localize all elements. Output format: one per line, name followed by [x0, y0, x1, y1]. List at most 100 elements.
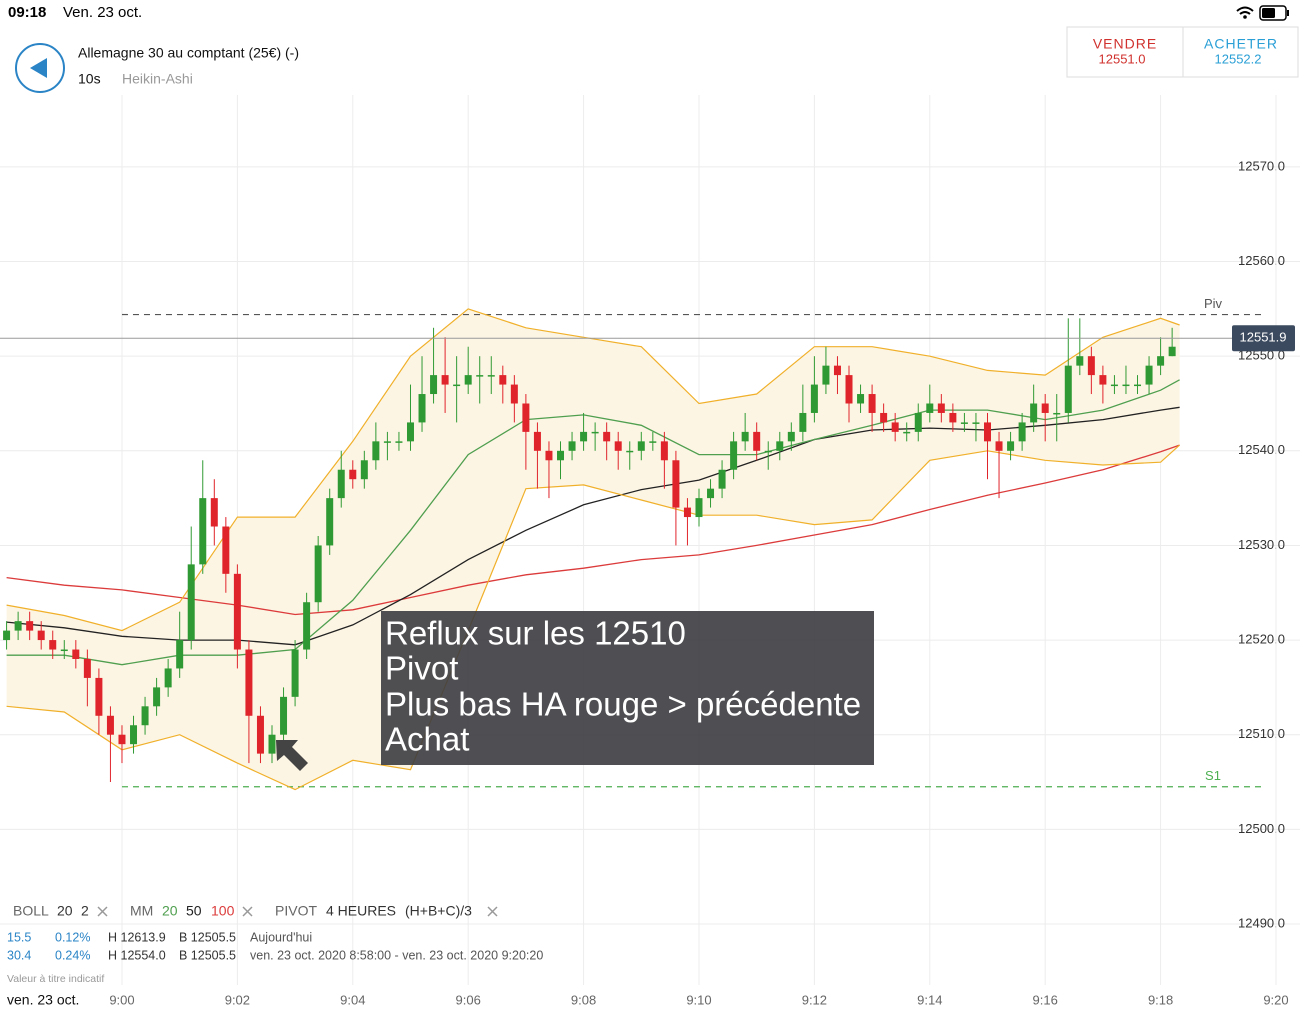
- candle-body: [222, 526, 230, 574]
- indicator-param: 50: [186, 903, 202, 919]
- x-tick-label: 9:10: [686, 992, 711, 1007]
- annotation-line: Achat: [385, 721, 469, 758]
- candle-body: [718, 469, 726, 489]
- indicator-name[interactable]: BOLL: [13, 903, 49, 919]
- candle-body: [591, 431, 599, 434]
- indicator-param: 2: [81, 903, 89, 919]
- candle-body: [1018, 422, 1026, 442]
- candle-body: [960, 422, 968, 424]
- candle-body: [499, 375, 507, 385]
- indicator-name[interactable]: MM: [130, 903, 153, 919]
- candle-body: [1030, 403, 1038, 423]
- remove-icon[interactable]: [242, 906, 253, 917]
- candle-body: [14, 621, 22, 631]
- candle-body: [1122, 384, 1130, 387]
- candle-body: [695, 498, 703, 518]
- candle-body: [245, 649, 253, 716]
- candle-body: [1110, 384, 1118, 387]
- candle-body: [430, 375, 438, 395]
- candle-body: [672, 460, 680, 508]
- candle-body: [522, 403, 530, 432]
- candle-body: [268, 734, 276, 754]
- candle-body: [176, 640, 184, 669]
- candle-body: [37, 630, 45, 641]
- candle-body: [787, 431, 795, 442]
- stat-period: Aujourd'hui: [250, 930, 312, 944]
- candle-body: [406, 422, 414, 442]
- stat-value: 30.4: [7, 948, 31, 962]
- candle-body: [60, 649, 68, 652]
- status-icons: [1236, 5, 1289, 21]
- remove-icon[interactable]: [97, 906, 108, 917]
- candle-body: [603, 431, 611, 442]
- y-tick-label: 12490.0: [1238, 915, 1285, 930]
- back-button[interactable]: [15, 43, 65, 93]
- candle-body: [26, 621, 34, 631]
- level-label: Piv: [1204, 296, 1223, 311]
- candle-body: [972, 422, 980, 424]
- moving-average: [6, 444, 1180, 616]
- x-tick-label: 9:08: [571, 992, 596, 1007]
- candle-body: [233, 573, 241, 650]
- annotation-line: Reflux sur les 12510: [385, 615, 686, 652]
- x-tick-label: 9:14: [917, 992, 942, 1007]
- candle-body: [49, 640, 57, 650]
- interval[interactable]: 10s: [78, 71, 101, 87]
- candle-body: [983, 422, 991, 442]
- candle-body: [395, 441, 403, 443]
- indicator-param: 4 HEURES: [326, 903, 396, 919]
- y-tick-label: 12550.0: [1238, 348, 1285, 363]
- x-tick-label: 9:00: [109, 992, 134, 1007]
- candle-body: [476, 375, 484, 377]
- annotation: Reflux sur les 12510 Pivot Plus bas HA r…: [381, 611, 874, 765]
- instrument-name: Allemagne 30 au comptant (25€) (-): [78, 45, 299, 61]
- stat-period: ven. 23 oct. 2020 8:58:00 - ven. 23 oct.…: [250, 948, 543, 962]
- indicator-name[interactable]: PIVOT: [275, 903, 317, 919]
- candle-body: [314, 545, 322, 603]
- candle-body: [360, 460, 368, 480]
- candle-body: [845, 375, 853, 404]
- candle-body: [799, 412, 807, 432]
- sell-label: VENDRE: [1093, 36, 1157, 52]
- candle-body: [626, 450, 634, 453]
- candle-body: [510, 384, 518, 404]
- candle-body: [1041, 403, 1049, 413]
- bollinger-band: [6, 308, 1180, 632]
- candle-body: [637, 441, 645, 451]
- stat-value: H 12613.9: [108, 930, 166, 944]
- chart-style[interactable]: Heikin-Ashi: [122, 71, 193, 87]
- sell-button[interactable]: VENDRE 12551.0: [1066, 26, 1184, 78]
- x-tick-label: 9:20: [1263, 992, 1288, 1007]
- candle-body: [868, 394, 876, 413]
- remove-icon[interactable]: [487, 906, 498, 917]
- candle-body: [210, 498, 218, 527]
- x-tick-label: 9:04: [340, 992, 365, 1007]
- candle-body: [926, 403, 934, 413]
- candle-body: [487, 375, 495, 377]
- candle-body: [995, 441, 1003, 451]
- buy-button[interactable]: ACHETER 12552.2: [1182, 26, 1299, 78]
- candle-body: [614, 441, 622, 451]
- candle-body: [1145, 365, 1153, 385]
- footer-date: ven. 23 oct.: [7, 992, 79, 1008]
- candle-body: [776, 441, 784, 451]
- y-tick-label: 12560.0: [1238, 253, 1285, 268]
- bollinger-middle: [6, 379, 1180, 666]
- y-tick-label: 12530.0: [1238, 537, 1285, 552]
- moving-average: [6, 406, 1180, 646]
- candle-body: [106, 715, 114, 735]
- candle-body: [3, 630, 11, 641]
- buy-label: ACHETER: [1204, 36, 1278, 52]
- candle-body: [1087, 356, 1095, 376]
- candle-body: [130, 725, 138, 745]
- indicator-param: (H+B+C)/3: [405, 903, 472, 919]
- candle-body: [141, 706, 149, 726]
- candle-body: [857, 394, 865, 404]
- y-tick-label: 12500.0: [1238, 821, 1285, 836]
- candle-body: [1064, 365, 1072, 413]
- buy-price: 12552.2: [1215, 51, 1262, 66]
- candle-body: [914, 412, 922, 432]
- x-tick-label: 9:12: [802, 992, 827, 1007]
- candle-body: [764, 450, 772, 453]
- candle-body: [303, 602, 311, 650]
